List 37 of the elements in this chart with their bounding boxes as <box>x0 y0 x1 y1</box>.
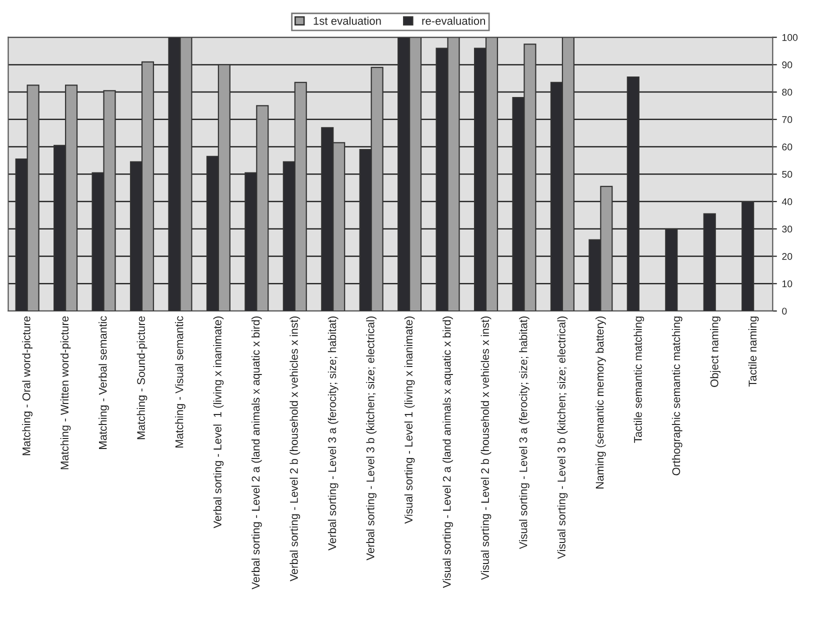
y-tick-label: 100 <box>782 34 798 41</box>
x-tick-label: Matching - Verbal semantic <box>98 316 109 449</box>
x-tick-label: Object naming <box>710 316 721 387</box>
bar <box>742 200 754 311</box>
bar <box>703 213 716 311</box>
bar <box>665 228 678 311</box>
y-tick-label: 50 <box>782 170 792 178</box>
x-tick-label: Visual sorting - Level 3 b (kitchen; size; electrical) <box>557 316 568 559</box>
x-tick-label: Tactile naming <box>748 316 759 387</box>
x-tick-label: Naming (semantic memory battery) <box>596 316 606 488</box>
x-tick-label: Verbal sorting - Level 2 b (household x vehicles x inst) <box>290 316 300 582</box>
x-tick-label: Visual sorting - Level 2 b (household x vehicles x inst) <box>480 316 492 580</box>
legend-label: re-evaluation <box>422 16 486 25</box>
x-tick-label: Verbal sorting - Level 1 (living x inanimate) <box>213 316 224 528</box>
y-tick-label: 20 <box>782 253 792 260</box>
x-tick-label: Verbal sorting - Level 3 b (kitchen; size; electrical) <box>366 316 377 560</box>
x-tick-label: Verbal sorting - Level 2 a (land animals x aquatic x bird) <box>251 316 262 590</box>
x-tick-label: Visual sorting - Level 2 a (land animals x aquatic x bird) <box>442 316 453 588</box>
x-tick-label: Visual sorting - Level 1 (living x inanimate) <box>404 316 415 524</box>
x-tick-label: Visual sorting - Level 3 a (ferocity; size; habitat) <box>519 316 530 550</box>
legend-label: 1st evaluation <box>314 16 381 25</box>
bar <box>626 76 640 311</box>
y-tick-label: 40 <box>782 198 792 206</box>
x-tick-label: Matching - Sound-picture <box>136 316 148 440</box>
y-tick-label: 0 <box>782 308 787 315</box>
x-tick-label: Verbal sorting - Level 3 a (ferocity; size; habitat) <box>328 316 338 550</box>
x-tick-label: Matching - Oral word-picture <box>22 316 33 456</box>
x-tick-label: Tactile semantic matching <box>634 316 644 443</box>
y-tick-label: 30 <box>782 226 792 233</box>
y-tick-label: 80 <box>782 88 792 96</box>
x-tick-label: Orthographic semantic matching <box>672 316 682 476</box>
y-tick-label: 10 <box>782 280 792 288</box>
y-tick-label: 90 <box>782 61 792 68</box>
y-tick-label: 60 <box>782 144 792 150</box>
y-tick-label: 70 <box>782 116 792 124</box>
x-tick-label: Matching - Written word-picture <box>60 316 71 470</box>
x-tick-label: Matching - Visual semantic <box>175 316 186 448</box>
